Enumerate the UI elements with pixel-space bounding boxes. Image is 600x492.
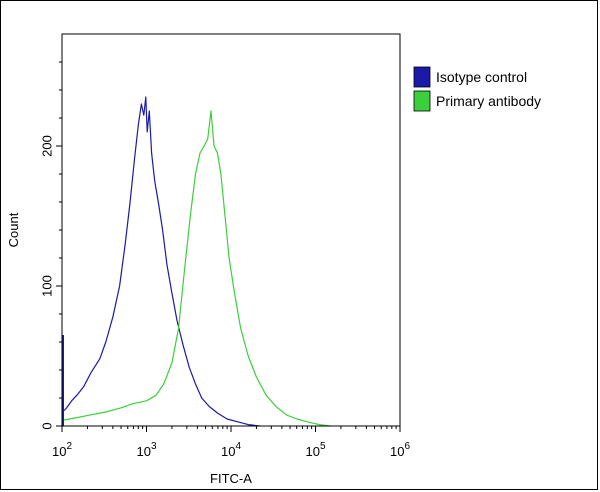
y-tick-label: 200 bbox=[39, 135, 54, 157]
y-axis-title: Count bbox=[6, 212, 21, 247]
x-tick-label: 103 bbox=[136, 441, 156, 459]
legend-swatch bbox=[413, 90, 431, 112]
series-line-primary-antibody bbox=[61, 110, 331, 427]
legend-label: Isotype control bbox=[436, 69, 527, 85]
legend-swatch bbox=[413, 66, 431, 88]
x-tick-label: 102 bbox=[52, 441, 72, 459]
x-tick-label: 105 bbox=[305, 441, 325, 459]
y-tick-label: 0 bbox=[39, 422, 54, 429]
x-tick-label: 104 bbox=[221, 441, 241, 459]
plot-area bbox=[61, 33, 401, 427]
y-tick-label: 100 bbox=[39, 275, 54, 297]
x-tick-label: 106 bbox=[390, 441, 410, 459]
x-axis-title: FITC-A bbox=[210, 471, 252, 486]
series-line-isotype-control bbox=[61, 96, 260, 427]
legend-label: Primary antibody bbox=[436, 93, 541, 109]
legend: Isotype control Primary antibody bbox=[413, 66, 541, 112]
